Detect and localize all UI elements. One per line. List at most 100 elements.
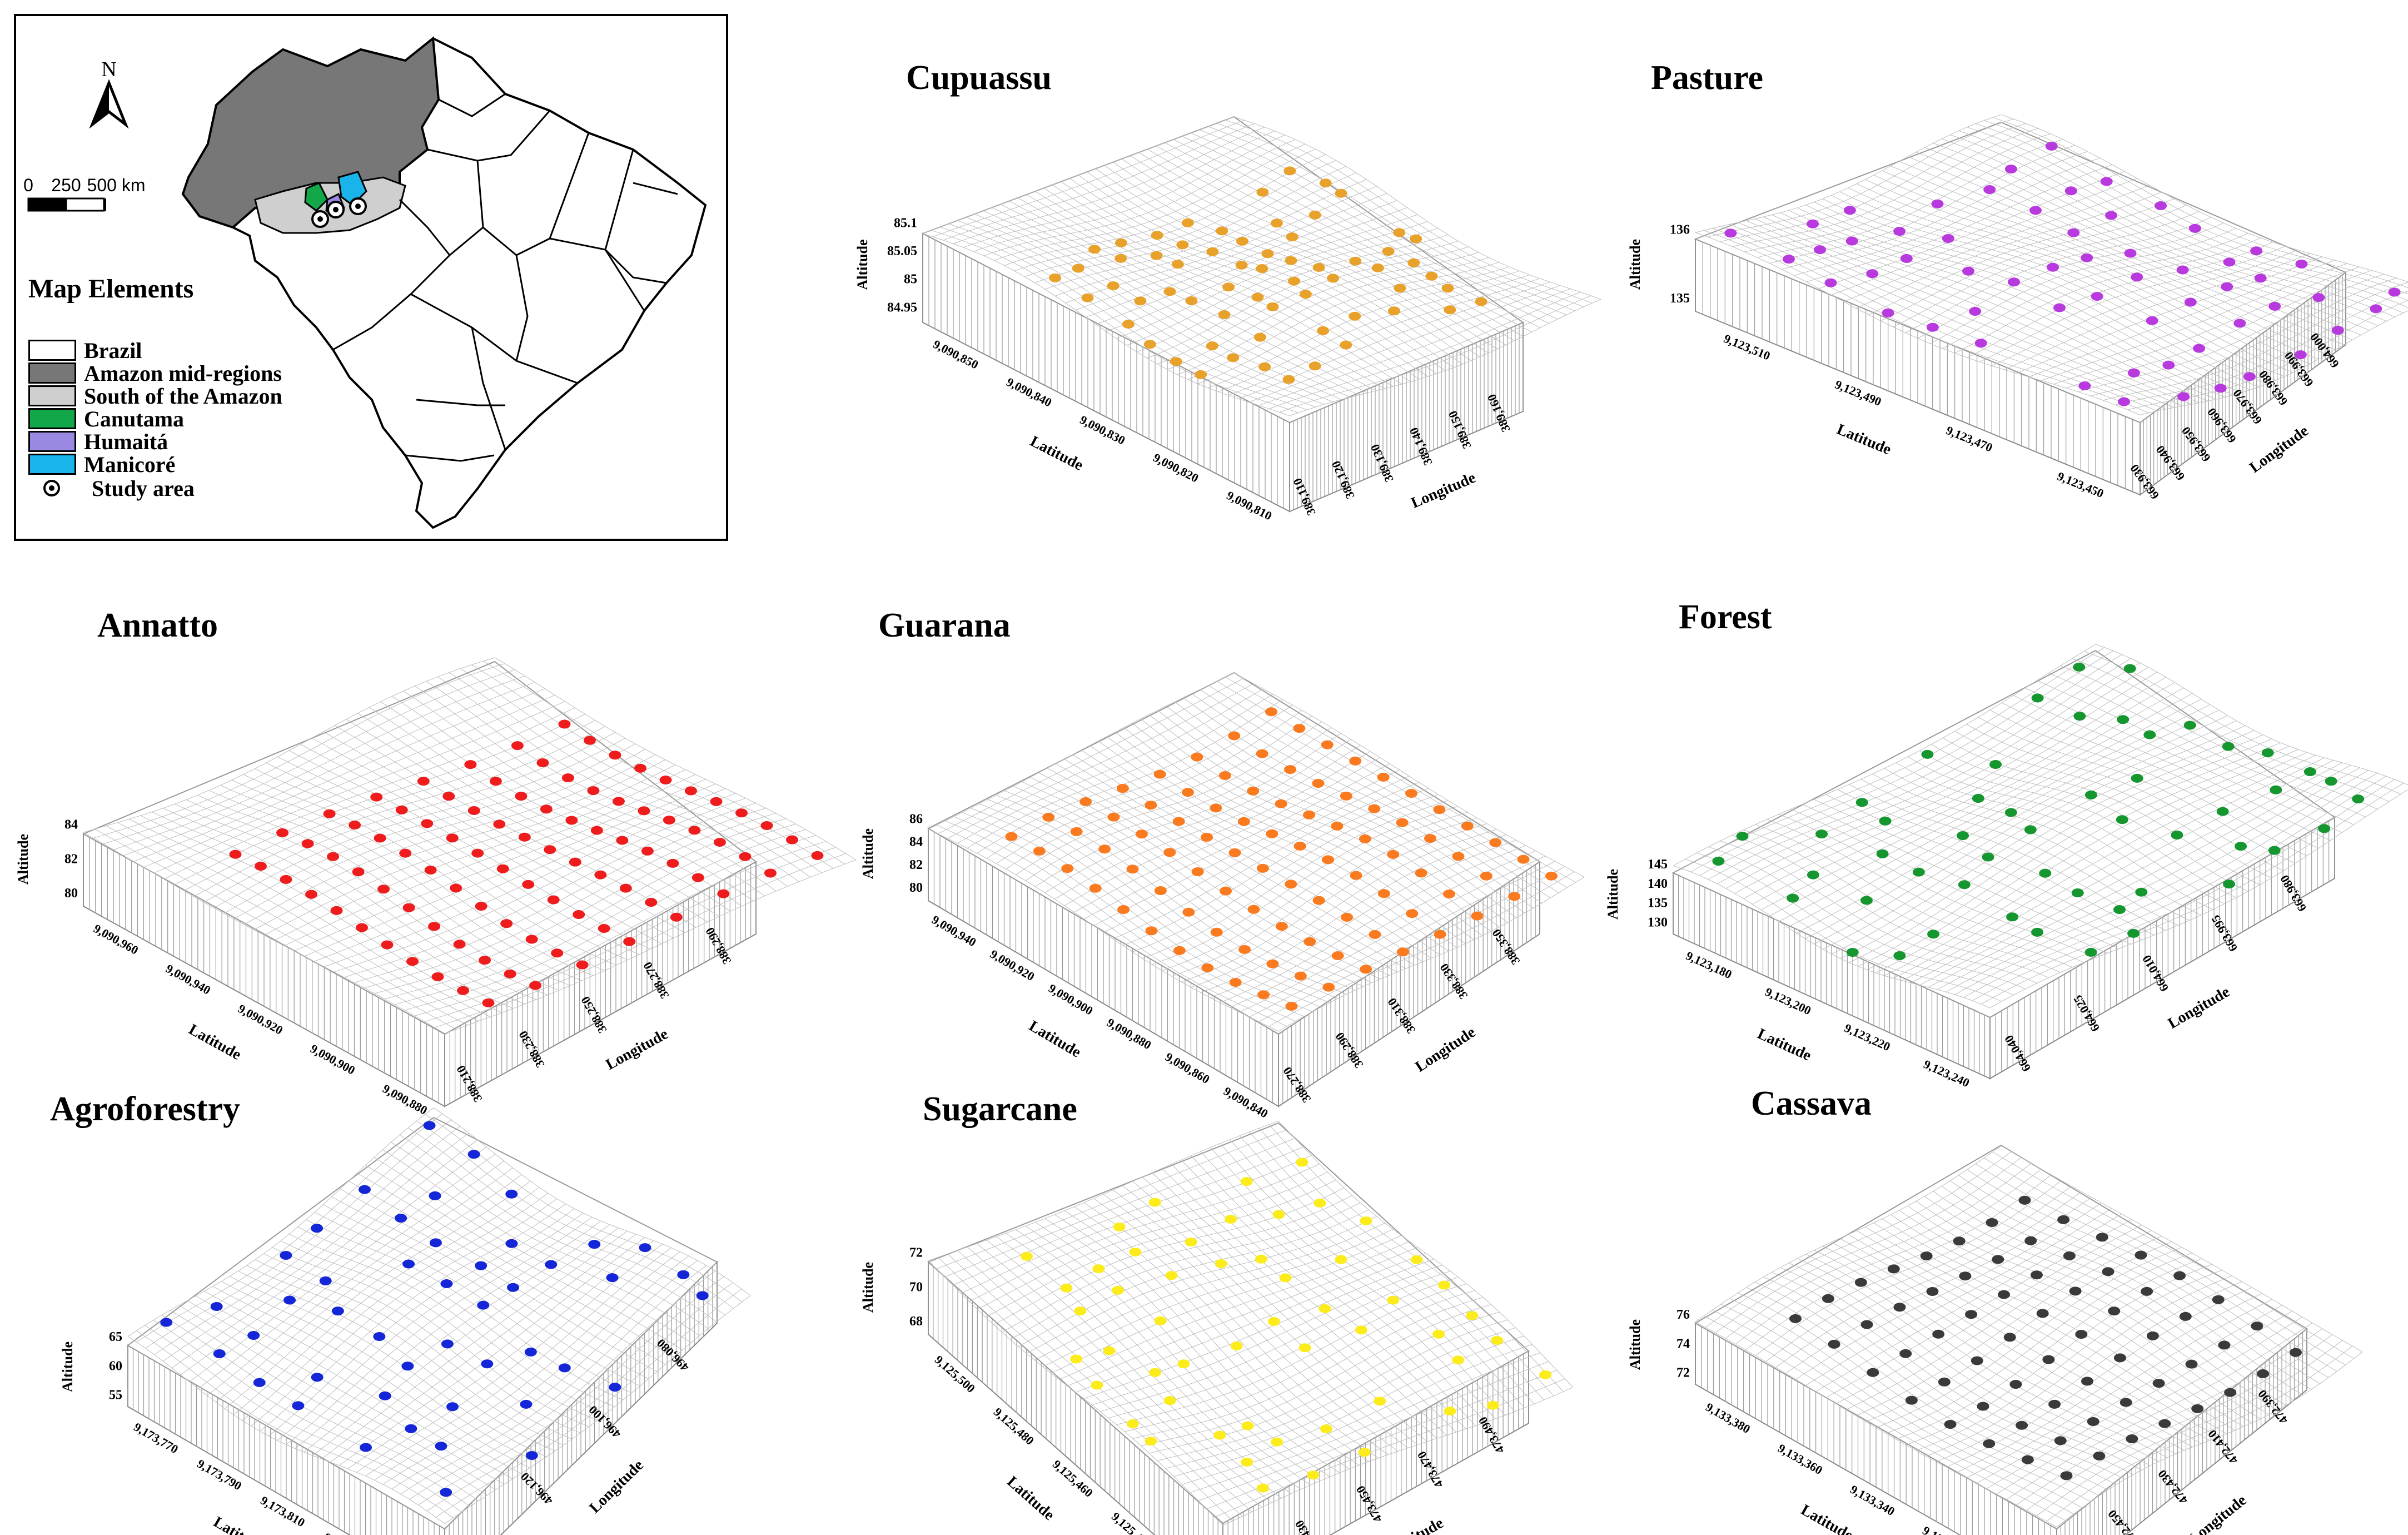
sample-point — [1115, 238, 1128, 247]
sample-point — [525, 1450, 538, 1460]
sample-point — [1854, 1278, 1867, 1287]
sample-point — [1237, 817, 1250, 826]
altitude-tick: 80 — [909, 881, 923, 895]
latitude-label: Latitude — [186, 1021, 244, 1064]
legend-item-amazon-mid-regions: Amazon mid-regions — [28, 360, 282, 386]
sample-point — [1974, 339, 1987, 348]
sample-point — [2214, 384, 2227, 393]
sample-point — [1322, 982, 1335, 992]
sample-point — [1247, 905, 1260, 914]
sample-point — [1932, 1329, 1945, 1339]
altitude-tick: 82 — [909, 858, 923, 872]
sample-point — [2188, 223, 2201, 233]
altitude-tick: 68 — [909, 1314, 923, 1329]
sample-point — [2120, 1398, 2132, 1407]
legend-label: Humaitá — [84, 429, 168, 454]
sample-point — [482, 998, 495, 1007]
sample-point — [1407, 258, 1420, 267]
legend-label: Amazon mid-regions — [84, 360, 282, 386]
sample-point — [1983, 185, 1996, 194]
legend-swatch — [28, 340, 76, 361]
altitude-tick: 55 — [109, 1388, 122, 1403]
sample-point — [1266, 829, 1278, 838]
sample-point — [1958, 880, 1971, 890]
sample-point — [1912, 867, 1925, 877]
sample-point — [2031, 927, 2044, 937]
sample-point — [421, 819, 434, 828]
altitude-tick: 76 — [1676, 1308, 1690, 1322]
sample-point — [1828, 1339, 1840, 1349]
sample-point — [1256, 264, 1268, 274]
sample-point — [370, 792, 383, 802]
altitude-label: Altitude — [860, 828, 876, 879]
sample-point — [2060, 1471, 2073, 1481]
sample-point — [1206, 247, 1219, 256]
sample-point — [1230, 1341, 1243, 1350]
sample-point — [1814, 245, 1827, 255]
sample-point — [1091, 1380, 1103, 1390]
altitude-label: Altitude — [1627, 1319, 1643, 1370]
sample-point — [1855, 798, 1868, 807]
sample-point — [612, 797, 625, 806]
sample-point — [1153, 769, 1166, 779]
sample-point — [442, 792, 455, 801]
sample-point — [1112, 1285, 1125, 1295]
sample-point — [1103, 1346, 1116, 1355]
sample-point — [1787, 893, 1799, 903]
sample-point — [2146, 1331, 2159, 1340]
altitude-tick: 136 — [1670, 223, 1690, 237]
sample-point — [1257, 990, 1270, 1000]
sample-point — [2071, 888, 2084, 898]
surface-mesh — [127, 1107, 751, 1530]
sample-point — [2235, 842, 2247, 851]
sample-point — [1182, 907, 1195, 917]
sample-point — [1079, 797, 1092, 807]
sample-point — [1369, 930, 1381, 939]
sample-point — [717, 889, 730, 898]
sample-point — [1253, 332, 1266, 342]
sample-point — [609, 751, 621, 760]
sample-point — [1321, 740, 1334, 749]
sample-point — [467, 1150, 480, 1159]
sample-point — [1148, 1368, 1161, 1377]
sample-point — [1177, 1359, 1190, 1369]
surface-plot: 145140135130Altitude9,123,1809,123,2009,… — [1605, 644, 2408, 1090]
latitude-label: Latitude — [1027, 433, 1086, 474]
sample-point — [2018, 1195, 2031, 1205]
sample-point — [2176, 265, 2189, 275]
sample-point — [2067, 228, 2080, 237]
sample-point — [323, 809, 336, 818]
sample-point — [464, 760, 477, 769]
sample-point — [1213, 1430, 1226, 1440]
sample-point — [2158, 1419, 2171, 1428]
surface-plot: 767472Altitude9,133,3809,133,3609,133,34… — [1627, 1144, 2363, 1535]
sample-point — [1433, 805, 1446, 814]
sample-point — [1425, 271, 1438, 281]
sample-point — [2370, 304, 2382, 314]
sample-point — [540, 804, 553, 814]
sample-point — [1163, 1396, 1176, 1405]
sample-point — [399, 848, 412, 858]
sample-point — [1335, 188, 1347, 198]
altitude-tick: 84 — [909, 835, 923, 850]
sample-point — [2087, 1417, 2099, 1426]
sample-point — [2123, 664, 2136, 673]
altitude-label: Altitude — [59, 1342, 76, 1392]
sample-point — [2222, 880, 2235, 889]
sample-point — [1998, 1290, 2010, 1299]
sample-point — [2045, 141, 2058, 151]
sample-point — [1959, 1271, 1972, 1281]
sample-point — [2127, 928, 2140, 938]
sample-point — [1319, 178, 1332, 188]
sample-point — [1309, 361, 1321, 371]
sample-point — [1129, 1248, 1142, 1257]
legend-item-canutama: Canutama — [28, 406, 184, 431]
sample-point — [1360, 965, 1372, 974]
sample-point — [2254, 274, 2267, 283]
panel-cupuassu: Cupuassu 85.1 85.05 85 84.95 Altitude 9,090,8… — [834, 33, 1601, 528]
sample-point — [1296, 1158, 1309, 1167]
sample-point — [1163, 287, 1176, 296]
sample-point — [417, 777, 430, 786]
sample-point — [1115, 254, 1127, 263]
sample-point — [505, 1239, 518, 1248]
